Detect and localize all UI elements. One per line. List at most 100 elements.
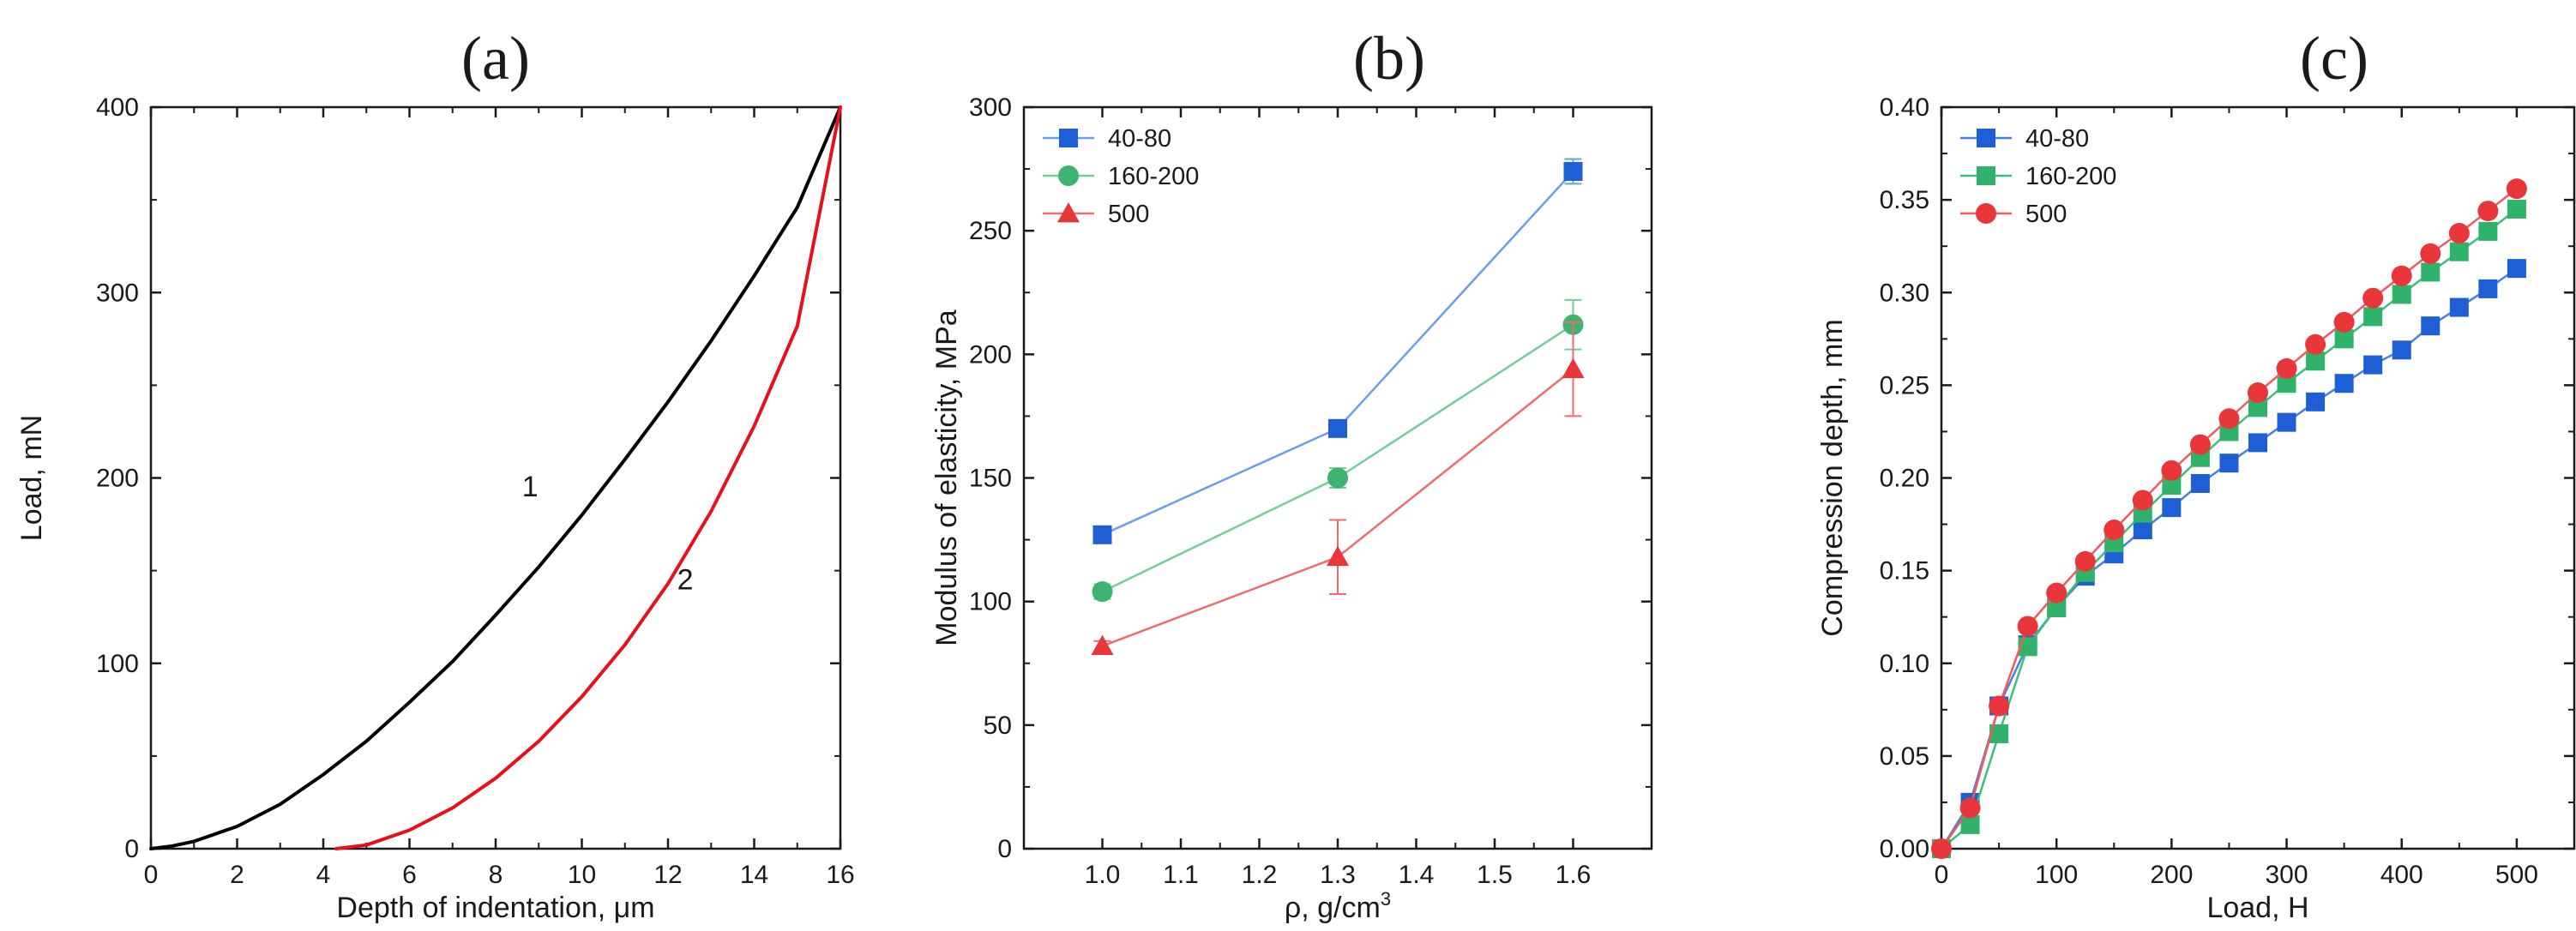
legend-label: 40-80 — [1108, 125, 1171, 153]
data-point — [2391, 265, 2412, 286]
legend-marker — [1057, 202, 1080, 223]
data-point — [2421, 316, 2441, 336]
series-line — [1940, 187, 2519, 850]
data-point — [1989, 695, 2010, 717]
data-point — [1327, 545, 1349, 567]
y-tick-label: 0 — [997, 835, 1012, 863]
data-point — [1327, 467, 1348, 489]
panel-label-b: (b) — [1353, 24, 1425, 93]
data-point — [2218, 408, 2240, 429]
data-point — [2420, 243, 2441, 264]
data-point — [2449, 242, 2469, 261]
data-point — [1989, 724, 2009, 743]
x-tick-label: 1.0 — [1085, 861, 1121, 889]
y-tick-label: 0.30 — [1880, 279, 1929, 307]
series-40-80 — [1932, 259, 2526, 858]
legend-marker — [1977, 166, 1995, 185]
data-point — [2276, 357, 2297, 379]
x-tick-label: 300 — [2266, 861, 2308, 889]
data-point — [1563, 161, 1583, 181]
x-tick-label: 2 — [230, 861, 244, 889]
data-point — [2363, 355, 2383, 375]
data-point — [2161, 459, 2182, 481]
x-tick-label: 500 — [2495, 861, 2538, 889]
data-point — [2248, 398, 2267, 417]
legend-label: 500 — [1108, 201, 1149, 228]
data-point — [2477, 201, 2499, 222]
y-tick-label: 0.25 — [1880, 371, 1929, 399]
y-tick-label: 0.00 — [1880, 835, 1929, 863]
data-point — [2305, 333, 2326, 355]
data-point — [2507, 199, 2526, 219]
x-tick-label: 1.1 — [1163, 861, 1199, 889]
data-point — [2478, 279, 2498, 298]
x-tick-label: 1.6 — [1556, 861, 1592, 889]
y-tick-label: 150 — [969, 465, 1012, 493]
data-point — [2074, 550, 2096, 572]
series-line — [1940, 267, 2519, 850]
legend-label: 160-200 — [1108, 163, 1199, 190]
x-tick-label: 1.3 — [1320, 861, 1356, 889]
panel-label-a: (a) — [461, 24, 530, 93]
data-point — [2392, 285, 2411, 304]
panel-label-c: (c) — [2300, 24, 2368, 93]
data-point — [2277, 374, 2296, 393]
y-tick-label: 0.40 — [1880, 93, 1929, 122]
data-point — [2248, 433, 2267, 453]
data-point — [2448, 223, 2470, 244]
data-point — [2046, 582, 2067, 604]
x-tick-label: 100 — [2035, 861, 2078, 889]
legend-marker — [1976, 203, 1996, 224]
data-point — [2478, 221, 2498, 241]
data-point — [2132, 490, 2153, 511]
x-tick-label: 16 — [826, 861, 854, 889]
data-point — [2362, 287, 2384, 309]
legend-marker — [1977, 129, 1995, 147]
y-axis-title: Modulus of elasticity, MPa — [930, 309, 963, 646]
data-point — [2017, 616, 2038, 637]
data-point — [2248, 382, 2268, 404]
data-point — [2392, 340, 2411, 360]
data-point — [1091, 634, 1114, 655]
data-point — [2162, 476, 2182, 496]
data-point — [1959, 797, 1981, 819]
data-point — [2162, 498, 2182, 518]
curve-label: 1 — [522, 471, 539, 503]
x-axis-title: Depth of indentation, μm — [336, 892, 654, 924]
y-axis-title: Load, mN — [15, 415, 48, 541]
y-tick-label: 300 — [969, 93, 1012, 122]
series-line — [1940, 207, 2519, 850]
legend-label: 500 — [2025, 201, 2067, 228]
series-line — [149, 105, 842, 850]
legend-label: 40-80 — [2025, 125, 2089, 153]
x-tick-label: 10 — [568, 861, 596, 889]
x-tick-label: 6 — [402, 861, 417, 889]
data-point — [2104, 520, 2125, 541]
plot-frame — [149, 105, 842, 850]
y-tick-label: 200 — [96, 465, 139, 493]
series-500 — [1091, 321, 1585, 655]
series-40-80 — [1092, 158, 1583, 544]
x-tick-label: 14 — [740, 861, 768, 889]
x-tick-label: 1.5 — [1477, 861, 1513, 889]
data-point — [2133, 520, 2152, 540]
x-tick-label: 200 — [2150, 861, 2193, 889]
data-point — [1092, 525, 1112, 544]
x-axis-title: Load, H — [2206, 892, 2308, 924]
data-point — [1092, 581, 1113, 603]
legend-marker — [1058, 165, 1079, 186]
curve-label: 2 — [677, 563, 694, 596]
y-tick-label: 0.15 — [1880, 557, 1929, 586]
x-tick-label: 0 — [1935, 861, 1949, 889]
data-point — [2334, 374, 2354, 393]
series-line — [334, 105, 842, 850]
y-tick-label: 100 — [969, 588, 1012, 616]
x-tick-label: 8 — [489, 861, 503, 889]
y-tick-label: 0.10 — [1880, 650, 1929, 678]
y-tick-label: 0.05 — [1880, 742, 1929, 771]
y-tick-label: 300 — [96, 279, 139, 307]
data-point — [2363, 307, 2383, 327]
data-point — [2306, 392, 2326, 411]
